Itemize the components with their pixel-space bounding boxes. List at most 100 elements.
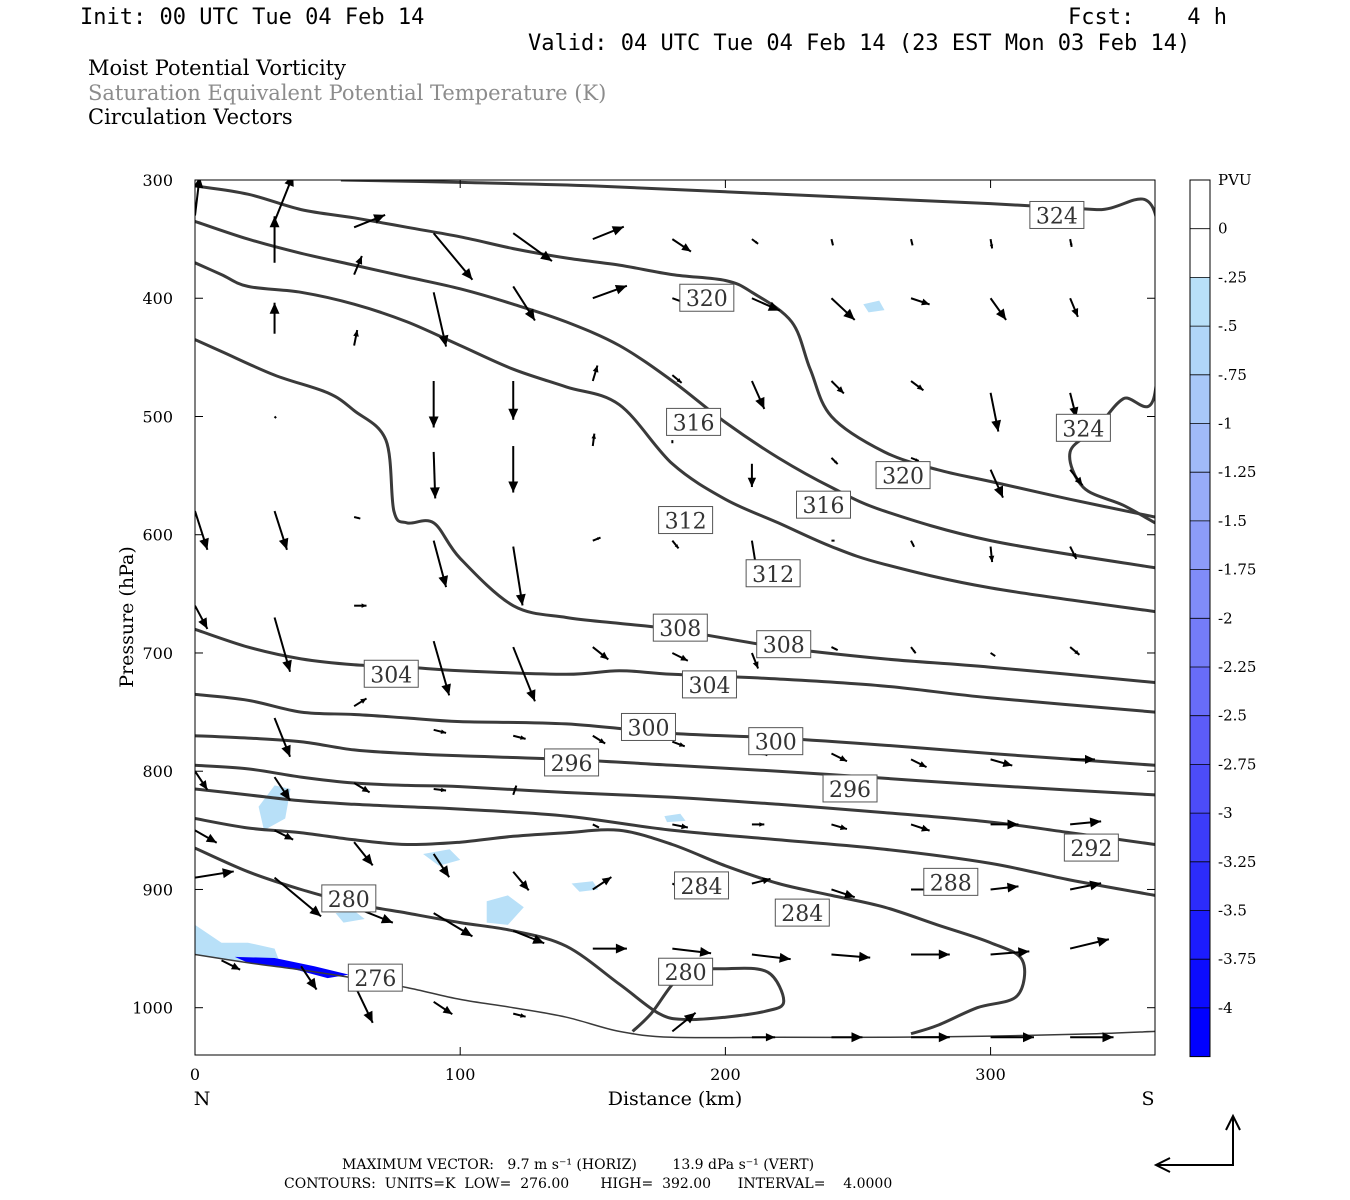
contour-label: 280	[321, 884, 377, 913]
circulation-vector	[910, 646, 917, 654]
contour-label: 320	[875, 461, 931, 490]
contour-label: 312	[745, 559, 801, 588]
circulation-vector	[1069, 546, 1078, 560]
circulation-vector	[221, 959, 241, 971]
circulation-vector	[195, 868, 234, 879]
circulation-vector	[433, 728, 447, 734]
circulation-vector	[592, 284, 628, 300]
colorbar-label: -1.75	[1218, 561, 1256, 579]
circulation-vector	[512, 1012, 526, 1018]
colorbar-bin	[1190, 910, 1210, 960]
circulation-vector	[429, 451, 440, 499]
field-title-mpv: Moist Potential Vorticity	[88, 56, 346, 80]
circulation-vector	[671, 374, 683, 384]
circulation-vector	[512, 232, 553, 262]
circulation-vector	[195, 829, 218, 844]
contour-label-text: 284	[681, 875, 723, 900]
theta-es-contour-276	[195, 953, 1155, 1039]
circulation-vector	[432, 232, 474, 281]
circulation-vector	[353, 782, 371, 794]
colorbar-unit: PVU	[1218, 171, 1252, 189]
circulation-vector	[831, 646, 839, 652]
colorbar-bin	[1190, 569, 1210, 619]
circulation-vector	[751, 877, 771, 885]
forecast-hour: Fcst: 4 h	[1068, 5, 1227, 30]
circulation-vector	[592, 646, 609, 661]
circulation-vector	[671, 540, 680, 550]
contour-label-text: 304	[370, 663, 412, 688]
mpv-negative-patch	[664, 813, 686, 823]
contour-label: 304	[363, 659, 419, 688]
contour-label: 292	[1063, 833, 1119, 862]
colorbar-bin	[1190, 813, 1210, 862]
contour-label: 288	[923, 867, 979, 896]
mpv-negative-patch	[486, 895, 524, 925]
y-tick-label: 400	[142, 289, 173, 308]
circulation-vector	[353, 255, 363, 275]
contour-label: 284	[674, 871, 730, 900]
max-vector-info: MAXIMUM VECTOR: 9.7 m s⁻¹ (HORIZ) 13.9 d…	[342, 1157, 815, 1173]
colorbar-bin	[1190, 861, 1210, 911]
contour-label: 324	[1029, 200, 1085, 229]
circulation-vector	[273, 776, 291, 801]
contour-label: 308	[652, 613, 708, 642]
circulation-vector	[508, 381, 519, 420]
colorbar-bin	[1190, 667, 1210, 716]
colorbar-label: -2.75	[1218, 755, 1256, 773]
circulation-vector	[910, 758, 927, 769]
circulation-vector	[990, 1032, 1034, 1043]
circulation-vector	[353, 697, 368, 708]
circulation-vector	[910, 238, 914, 246]
circulation-vector	[911, 949, 950, 960]
circulation-vector	[672, 947, 712, 957]
contour-label: 296	[822, 774, 878, 803]
contour-label-text: 320	[686, 287, 728, 312]
contour-label: 276	[347, 963, 403, 992]
y-axis-label: Pressure (hPa)	[116, 546, 138, 688]
circulation-vector	[751, 952, 791, 963]
circulation-vector	[989, 297, 1007, 321]
circulation-vector	[830, 457, 839, 465]
y-tick-label: 300	[142, 171, 173, 190]
contour-label-text: 308	[763, 634, 805, 659]
circulation-vector	[592, 943, 627, 954]
contour-label-text: 284	[781, 902, 823, 927]
circulation-vector	[354, 603, 367, 608]
circulation-vector	[512, 734, 526, 740]
circulation-vector	[830, 297, 856, 321]
mpv-negative-patch	[335, 910, 365, 923]
circulation-vector	[592, 536, 601, 542]
contour-label: 284	[774, 898, 830, 927]
circulation-vector	[1069, 297, 1079, 318]
circulation-vector	[1069, 646, 1081, 656]
circulation-vector	[1070, 1032, 1114, 1043]
circulation-vector	[751, 822, 765, 827]
circulation-vector	[428, 381, 439, 428]
contour-label-text: 312	[665, 510, 707, 535]
colorbar-label: -2.5	[1218, 707, 1247, 725]
circulation-vector	[911, 1032, 950, 1043]
circulation-vector	[990, 947, 1030, 958]
circulation-vector	[433, 787, 447, 793]
circulation-vector	[990, 758, 1013, 767]
y-tick-label: 900	[142, 880, 173, 899]
contour-label-text: 288	[930, 871, 972, 896]
colorbar-bin	[1190, 423, 1210, 473]
circulation-vector	[269, 302, 280, 334]
circulation-vector	[512, 546, 526, 606]
y-tick-label: 500	[142, 407, 173, 426]
circulation-vector	[592, 823, 600, 829]
contour-label-text: 316	[803, 494, 845, 519]
circulation-vector	[671, 1011, 697, 1033]
colorbar-bin	[1190, 228, 1210, 278]
circulation-vector	[592, 876, 612, 891]
contour-label-text: 324	[1036, 204, 1078, 229]
circulation-vector	[910, 297, 930, 306]
contour-label: 308	[756, 630, 812, 659]
circulation-vector	[273, 876, 322, 918]
mpv-negative-patch	[571, 881, 599, 892]
circulation-vector	[512, 785, 518, 796]
circulation-vector	[591, 365, 599, 382]
x-tick-label: 100	[445, 1065, 476, 1084]
